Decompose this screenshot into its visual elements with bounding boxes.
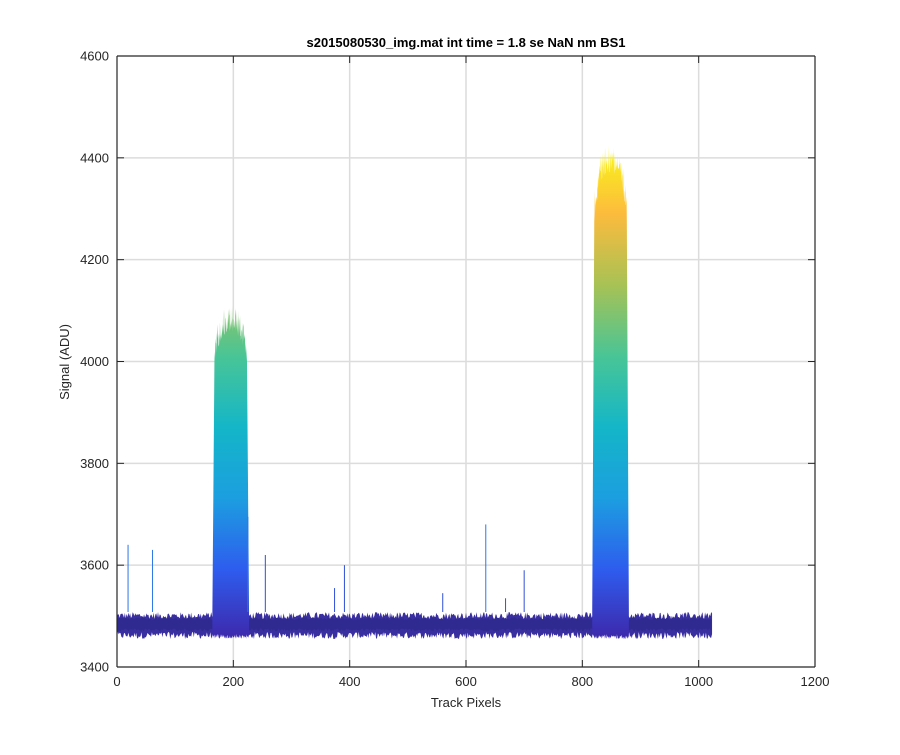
x-axis-label: Track Pixels bbox=[431, 695, 502, 710]
axes: 0 200 400 600 800 1000 1200 3400 3600 3800 4000 420… bbox=[80, 49, 829, 690]
baseline-core bbox=[117, 617, 712, 632]
y-tick-label: 3400 bbox=[80, 660, 109, 675]
y-tick-label: 3600 bbox=[80, 558, 109, 573]
y-tick-label: 4400 bbox=[80, 150, 109, 165]
plot-area bbox=[117, 145, 713, 639]
x-tick-label: 0 bbox=[113, 674, 120, 689]
y-tick-label: 3800 bbox=[80, 456, 109, 471]
x-tick-label: 200 bbox=[222, 674, 244, 689]
y-axis-label: Signal (ADU) bbox=[57, 324, 72, 400]
x-tick-label: 1200 bbox=[801, 674, 830, 689]
y-tick-label: 4000 bbox=[80, 354, 109, 369]
x-tick-label: 400 bbox=[339, 674, 361, 689]
y-tick-label: 4600 bbox=[80, 49, 109, 64]
x-tick-label: 1000 bbox=[684, 674, 713, 689]
x-tick-label: 600 bbox=[455, 674, 477, 689]
x-tick-label: 800 bbox=[571, 674, 593, 689]
peak-1 bbox=[212, 306, 250, 639]
chart-title: s2015080530_img.mat int time = 1.8 se Na… bbox=[306, 35, 625, 50]
y-tick-label: 4200 bbox=[80, 252, 109, 267]
peak-2 bbox=[592, 145, 629, 639]
